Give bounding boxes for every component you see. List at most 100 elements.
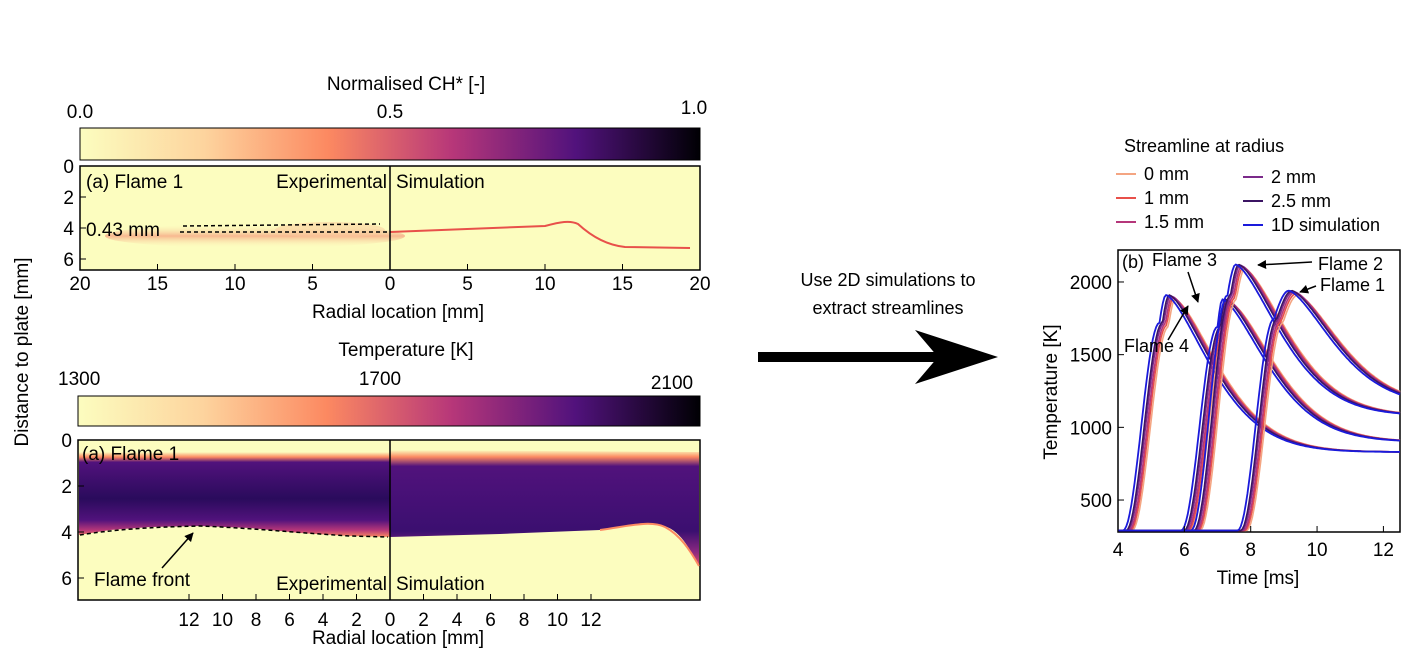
ch-left-label: Experimental [276, 172, 387, 193]
shared-ylabel: Distance to plate [mm] [12, 257, 33, 446]
chart-annotation-label: Flame 4 [1124, 336, 1189, 356]
chart-annotation-arrow [1299, 284, 1317, 294]
temp-colorbar-tick-0: 1300 [58, 369, 100, 390]
chart-xtick-label: 12 [1373, 540, 1394, 561]
ch-xtick-label: 20 [69, 274, 90, 295]
chart-ylabel: Temperature [K] [1041, 324, 1062, 459]
series-line [1118, 295, 1400, 532]
temp-annotation: Flame front [94, 570, 191, 591]
arrow-head [915, 330, 998, 384]
temp-xtick-label: 2 [418, 610, 429, 631]
temp-xtick-label: 6 [485, 610, 496, 631]
chart-axes: 4 6 8 10 12 500 1000 1500 2000 [1070, 273, 1394, 561]
legend-title: Streamline at radius [1124, 136, 1284, 156]
temp-ytick-label: 0 [61, 431, 72, 452]
ch-dashed-upper [182, 223, 381, 227]
temp-ytick-label: 6 [61, 569, 72, 590]
chart-xtick-label: 10 [1306, 540, 1327, 561]
temp-panel-label: (a) Flame 1 [82, 444, 179, 465]
chart-xtick-label: 4 [1113, 540, 1124, 561]
chart-ytick-label: 500 [1080, 491, 1112, 512]
ch-sim-flame-line [389, 220, 691, 249]
ch-panel-label: (a) Flame 1 [86, 172, 183, 193]
chart-annotation-label: Flame 2 [1318, 254, 1383, 274]
ch-xtick-label: 20 [689, 274, 710, 295]
temp-xtick-label: 2 [351, 610, 362, 631]
legend-label: 2 mm [1271, 167, 1316, 187]
ch-exp-glow-2 [275, 222, 385, 238]
temp-xtick-label: 6 [284, 610, 295, 631]
temp-xtick-label: 0 [385, 610, 396, 631]
process-arrow: Use 2D simulations to extract streamline… [758, 270, 998, 384]
ch-y-axis: 0 2 4 6 [63, 157, 86, 271]
temp-left-label: Experimental [276, 574, 387, 595]
ch-ytick-label: 0 [63, 157, 74, 178]
ch-colorbar [79, 127, 701, 161]
chart-annotation-arrow [1187, 271, 1200, 303]
temp-sim-edge [599, 522, 700, 567]
ch-colorbar-tick-2: 1.0 [681, 98, 707, 119]
temp-xlabel: Radial location [mm] [312, 628, 484, 649]
ch-xtick-label: 5 [307, 274, 318, 295]
chart-xtick-label: 6 [1179, 540, 1190, 561]
legend-label: 1 mm [1144, 188, 1189, 208]
arrow-text-line-2: extract streamlines [812, 298, 963, 318]
temp-xtick-label: 8 [251, 610, 262, 631]
ch-xtick-label: 15 [147, 274, 168, 295]
temp-xtick-label: 8 [519, 610, 530, 631]
arrow-text-line-1: Use 2D simulations to [800, 270, 975, 290]
ch-ytick-label: 6 [63, 250, 74, 271]
temp-ytick-label: 2 [61, 477, 72, 498]
legend-label: 1.5 mm [1144, 212, 1204, 232]
ch-annotation: 0.43 mm [86, 220, 160, 241]
ch-x-axis: 20 15 10 5 0 5 10 15 20 [69, 264, 711, 295]
temp-right-label: Simulation [396, 574, 485, 595]
temp-colorbar-tick-1: 1700 [359, 369, 401, 390]
legend-label: 0 mm [1144, 164, 1189, 184]
legend-label: 2.5 mm [1271, 191, 1331, 211]
chart-ytick-label: 1500 [1070, 346, 1112, 367]
ch-xlabel: Radial location [mm] [312, 302, 484, 323]
ch-ytick-label: 2 [63, 188, 74, 209]
temp-xtick-label: 12 [178, 610, 199, 631]
ch-colorbar-tick-1: 0.5 [377, 102, 403, 123]
chart-annotation-label: Flame 1 [1320, 275, 1385, 295]
temp-xtick-label: 4 [318, 610, 329, 631]
ch-colorbar-tick-0: 0.0 [67, 102, 93, 123]
ch-panel: Normalised CH* [-] 0.0 0.5 1.0 (a) Flame… [63, 74, 710, 323]
temp-y-axis: 0 2 4 6 [61, 431, 84, 590]
chart-xlabel: Time [ms] [1217, 568, 1300, 589]
ch-xtick-label: 15 [612, 274, 633, 295]
temp-flame-front-dashed [79, 525, 389, 538]
temp-ytick-label: 4 [61, 523, 72, 544]
ch-xtick-label: 0 [385, 274, 396, 295]
ch-ytick-label: 4 [63, 219, 74, 240]
temp-exp-region [79, 452, 390, 537]
temp-colorbar-title: Temperature [K] [338, 340, 473, 361]
chart-ytick-label: 1000 [1070, 418, 1112, 439]
temp-sim-region [390, 450, 699, 566]
chart-annotation-label: Flame 3 [1152, 250, 1217, 270]
chart-series [1118, 263, 1401, 532]
chart-panel-label: (b) [1122, 252, 1144, 272]
line-chart: Streamline at radius 0 mm 1 mm 1.5 mm 2 mm 2… [1041, 136, 1401, 589]
ch-colorbar-title: Normalised CH* [-] [327, 74, 485, 95]
legend: 0 mm 1 mm 1.5 mm 2 mm 2.5 mm 1D simulation [1116, 164, 1380, 235]
temp-x-axis: 12 10 8 6 4 2 0 2 4 6 8 10 12 [178, 594, 602, 631]
ch-right-label: Simulation [396, 172, 485, 193]
arrow-shaft [758, 352, 938, 362]
temp-xtick-label: 10 [212, 610, 233, 631]
ch-xtick-label: 10 [534, 274, 555, 295]
temp-flame-front-arrow [161, 532, 194, 569]
chart-annotation-arrow [1257, 260, 1313, 270]
temperature-panel: Temperature [K] 1300 1700 2 10 0 (a) Flame… [58, 340, 701, 649]
ch-xtick-label: 5 [462, 274, 473, 295]
ch-xtick-label: 10 [224, 274, 245, 295]
temp-xtick-label: 10 [547, 610, 568, 631]
temp-colorbar [77, 395, 701, 427]
legend-label: 1D simulation [1271, 215, 1380, 235]
series-line [1118, 289, 1401, 532]
chart-xtick-label: 8 [1245, 540, 1256, 561]
